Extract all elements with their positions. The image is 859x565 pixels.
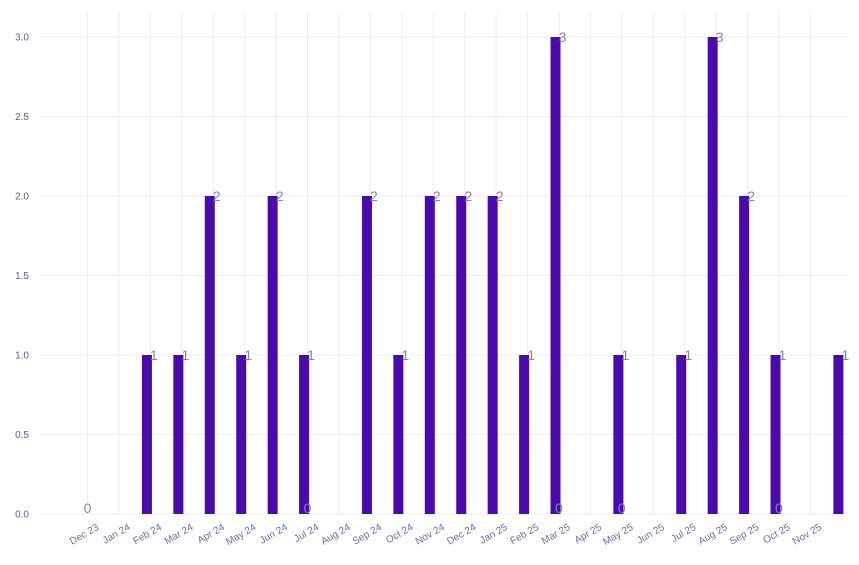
data-label: 1	[150, 347, 158, 363]
data-label: 0	[84, 500, 92, 516]
data-label: 3	[559, 29, 567, 45]
x-tick-label: Feb 24	[131, 522, 164, 547]
x-tick-label: May 25	[601, 522, 635, 548]
bar	[770, 355, 781, 514]
data-label: 2	[464, 188, 472, 204]
bar	[487, 196, 498, 514]
grid-layer	[40, 12, 848, 515]
x-tick-label: Jun 24	[258, 522, 290, 547]
x-tick-label: Aug 25	[697, 522, 730, 548]
bar	[141, 355, 152, 514]
bar	[361, 196, 372, 514]
x-tick-label: May 24	[224, 522, 258, 548]
bar	[456, 196, 467, 514]
x-tick-label: Oct 24	[384, 522, 415, 546]
x-tick-label: Jul 24	[292, 522, 321, 545]
x-tick-label: Feb 25	[509, 522, 542, 547]
data-label: 0	[775, 500, 783, 516]
data-label: 0	[555, 500, 563, 516]
bar	[267, 196, 278, 514]
data-label: 1	[244, 347, 252, 363]
y-tick-label: 2.5	[15, 112, 29, 123]
bar	[676, 355, 687, 514]
data-label: 0	[618, 500, 626, 516]
data-label: 3	[716, 29, 724, 45]
data-label: 0	[304, 500, 312, 516]
data-label: 1	[527, 347, 535, 363]
data-label: 2	[370, 188, 378, 204]
bar	[519, 355, 530, 514]
data-label: 2	[747, 188, 755, 204]
data-label: 1	[181, 347, 189, 363]
bar	[299, 355, 310, 514]
bar	[393, 355, 404, 514]
data-label: 1	[779, 347, 787, 363]
x-tick-label: Mar 25	[540, 522, 573, 547]
bar	[613, 355, 624, 514]
y-tick-label: 1.5	[15, 271, 29, 282]
data-label: 1	[841, 347, 849, 363]
y-axis-ticks: 0.0 0.5 1.0 1.5 2.0 2.5 3.0	[15, 33, 29, 521]
data-label: 2	[213, 188, 221, 204]
x-tick-label: Sep 24	[351, 522, 384, 548]
data-label: 1	[401, 347, 409, 363]
x-tick-label: Sep 25	[728, 522, 761, 548]
x-tick-label: Mar 24	[163, 522, 196, 547]
x-tick-label: Aug 24	[319, 522, 352, 548]
x-tick-label: Jun 25	[635, 522, 667, 547]
y-tick-label: 2.0	[15, 192, 29, 203]
data-label: 2	[496, 188, 504, 204]
y-tick-label: 0.0	[15, 510, 29, 521]
data-label: 2	[433, 188, 441, 204]
x-tick-label: Apr 25	[573, 522, 604, 546]
bar-layer	[141, 37, 844, 514]
bar	[204, 196, 215, 514]
x-tick-label: Dec 23	[68, 522, 101, 548]
x-tick-label: Dec 24	[445, 522, 478, 548]
data-label-layer: 0 1 1 2 1 2 1 0 2 1 2 2 2 1 3 0 1 0 1 3 2 1 0 1	[84, 29, 850, 516]
data-label: 1	[684, 347, 692, 363]
bar	[739, 196, 750, 514]
bar	[833, 355, 844, 514]
data-label: 1	[307, 347, 315, 363]
y-tick-label: 1.0	[15, 351, 29, 362]
bar	[236, 355, 247, 514]
bar	[424, 196, 435, 514]
x-tick-label: Oct 25	[761, 522, 792, 546]
x-tick-label: Apr 24	[196, 522, 227, 546]
y-tick-label: 3.0	[15, 33, 29, 44]
x-tick-label: Nov 24	[414, 522, 447, 548]
x-tick-label: Jan 24	[101, 522, 133, 547]
bar	[707, 37, 718, 514]
y-tick-label: 0.5	[15, 430, 29, 441]
bar	[173, 355, 184, 514]
data-label: 1	[621, 347, 629, 363]
bar	[550, 37, 561, 514]
x-tick-label: Nov 25	[791, 522, 824, 548]
x-tick-label: Jul 25	[670, 522, 699, 545]
x-tick-label: Jan 25	[478, 522, 510, 547]
data-label: 2	[276, 188, 284, 204]
